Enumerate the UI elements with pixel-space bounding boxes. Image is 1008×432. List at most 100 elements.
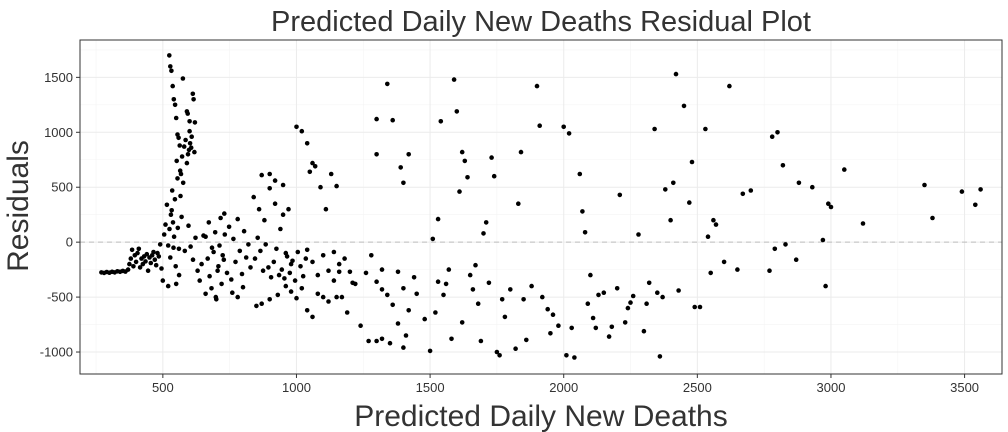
data-point — [582, 230, 588, 235]
data-point — [178, 193, 183, 199]
data-point — [164, 202, 170, 208]
data-point — [673, 71, 679, 77]
data-point — [978, 187, 983, 192]
data-point — [385, 292, 390, 298]
data-point — [470, 287, 476, 292]
data-point — [175, 225, 181, 231]
data-point — [687, 200, 692, 205]
data-point — [339, 294, 345, 300]
data-point — [185, 111, 190, 116]
data-point — [727, 83, 732, 89]
data-point — [323, 206, 329, 212]
data-point — [133, 259, 139, 265]
y-axis-title: Residuals — [2, 140, 35, 272]
data-point — [192, 149, 197, 155]
data-point — [165, 243, 171, 248]
data-point — [266, 265, 271, 270]
data-point — [358, 323, 363, 329]
data-point — [161, 232, 167, 237]
data-point — [783, 242, 788, 247]
data-point — [342, 256, 347, 261]
data-point — [176, 246, 182, 252]
data-point — [178, 171, 184, 177]
data-point — [601, 290, 607, 296]
data-point — [176, 272, 182, 278]
data-point — [310, 160, 315, 166]
data-point — [540, 294, 545, 300]
data-point — [387, 340, 393, 346]
data-point — [304, 141, 310, 146]
data-point — [137, 265, 143, 270]
data-point — [483, 220, 489, 225]
data-point — [499, 297, 505, 302]
data-point — [459, 320, 465, 325]
data-point — [548, 331, 553, 336]
data-point — [534, 83, 540, 89]
data-point — [671, 180, 676, 186]
data-point — [860, 221, 866, 226]
data-point — [593, 325, 599, 331]
data-point — [179, 214, 184, 220]
data-point — [304, 308, 310, 313]
data-point — [489, 155, 494, 160]
data-point — [521, 297, 526, 302]
data-point — [175, 176, 180, 181]
data-point — [271, 259, 277, 265]
data-point — [172, 197, 178, 202]
data-point — [170, 83, 175, 89]
data-point — [187, 141, 193, 146]
data-point — [326, 268, 331, 274]
data-point — [769, 134, 775, 139]
data-point — [275, 292, 281, 298]
data-point — [167, 53, 172, 58]
data-point — [299, 286, 305, 291]
data-point — [185, 152, 191, 157]
data-point — [125, 267, 131, 272]
data-point — [828, 204, 834, 210]
data-point — [128, 256, 134, 261]
x-tick-label: 2500 — [683, 380, 712, 395]
data-point — [171, 245, 176, 250]
data-point — [336, 261, 342, 267]
data-point — [241, 228, 247, 234]
data-point — [224, 270, 230, 276]
data-point — [435, 216, 441, 222]
data-point — [235, 216, 240, 222]
data-point — [168, 255, 173, 260]
data-point — [237, 248, 243, 254]
data-point — [254, 303, 259, 309]
data-point — [229, 277, 234, 282]
data-point — [233, 259, 238, 265]
data-point — [427, 348, 433, 354]
data-point — [524, 337, 529, 343]
data-point — [625, 305, 631, 311]
data-point — [286, 206, 291, 212]
y-tick-label: 1000 — [44, 125, 73, 140]
data-point — [374, 338, 379, 344]
data-point — [282, 276, 287, 281]
data-point — [206, 220, 212, 225]
data-point — [259, 172, 265, 178]
data-point — [315, 291, 321, 297]
data-point — [922, 182, 927, 188]
data-point — [930, 215, 935, 221]
data-point — [239, 271, 245, 277]
data-point — [379, 336, 385, 342]
data-point — [395, 321, 401, 326]
data-point — [135, 250, 140, 256]
data-point — [475, 301, 481, 307]
data-point — [767, 268, 772, 274]
data-point — [221, 257, 227, 263]
data-point — [267, 171, 273, 177]
data-point — [328, 171, 334, 177]
data-point — [169, 208, 174, 213]
data-point — [268, 275, 274, 280]
data-point — [502, 314, 508, 320]
data-point — [144, 251, 150, 257]
data-point — [248, 265, 253, 270]
data-point — [298, 264, 303, 269]
data-point — [842, 167, 847, 172]
data-point — [315, 272, 321, 278]
data-point — [218, 215, 223, 221]
data-point — [172, 102, 178, 108]
